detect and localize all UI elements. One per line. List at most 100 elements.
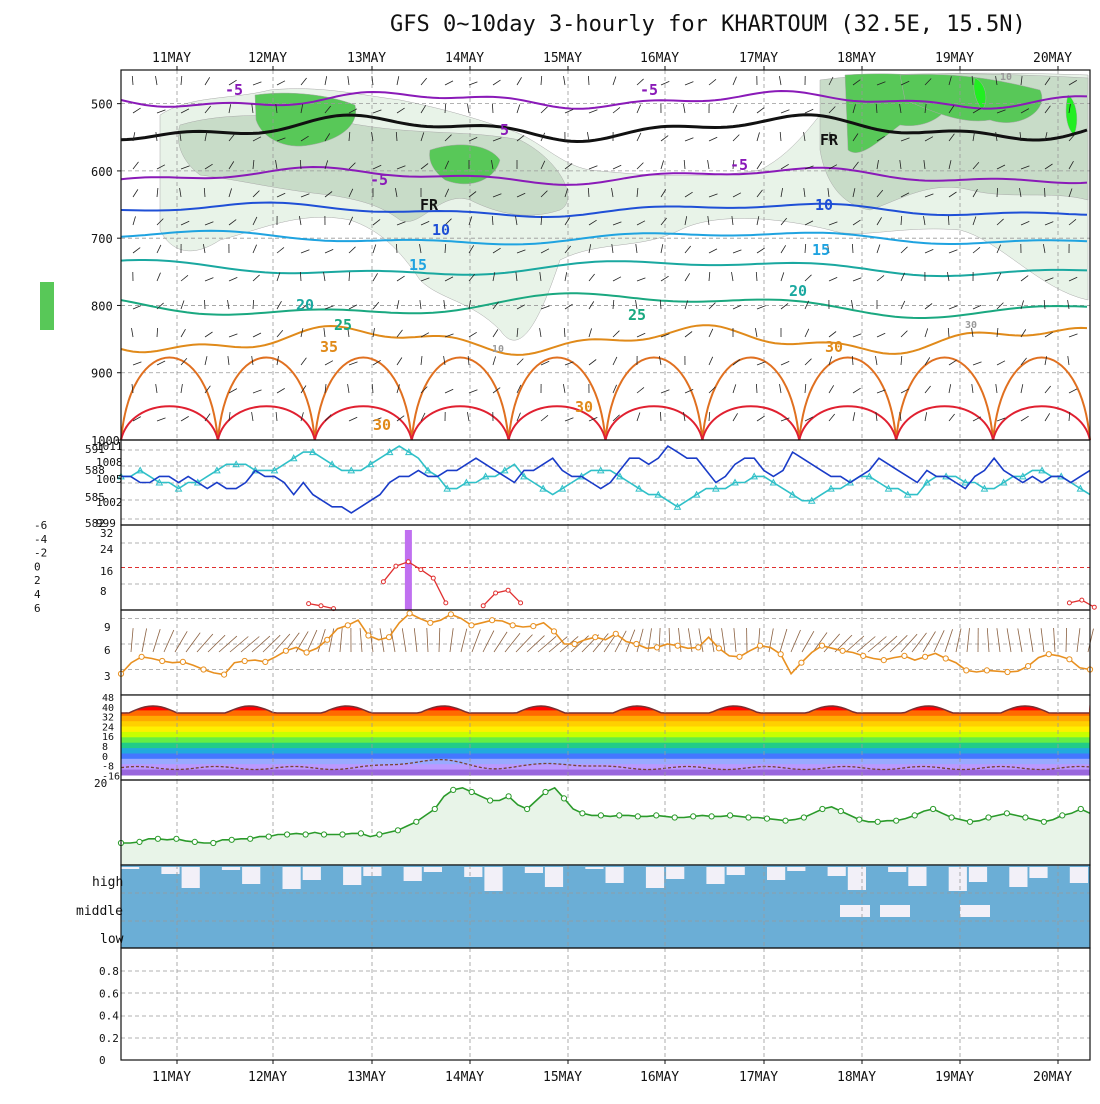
top-date-label: 20MAY xyxy=(1033,51,1072,66)
wind-tick-label: 9 xyxy=(104,621,111,634)
wind-barb xyxy=(589,110,597,113)
cloud-high-gap xyxy=(1070,867,1088,883)
wind-barb xyxy=(829,414,835,421)
li-point xyxy=(506,588,510,592)
rh-2m-point xyxy=(1060,813,1065,818)
wind-barb xyxy=(997,273,1001,281)
cape-tick-label: 16 xyxy=(100,565,113,578)
temperature-isotherm xyxy=(121,325,1087,355)
contour-label: 35 xyxy=(320,338,338,356)
contour-label: FR xyxy=(820,131,839,149)
wind-speed-point xyxy=(696,645,701,650)
cloud-high-gap xyxy=(666,867,684,879)
wind-barb xyxy=(253,390,262,393)
wind-barb xyxy=(732,272,734,281)
precip-tick-label: 0.4 xyxy=(99,1010,119,1023)
wind-barb xyxy=(613,107,620,113)
wind-barb xyxy=(791,630,801,652)
wind-barb xyxy=(133,189,138,197)
wind-barb xyxy=(397,276,405,281)
wind-barb xyxy=(780,384,782,393)
wind-barb xyxy=(781,110,789,113)
contour-label: 25 xyxy=(334,316,352,334)
li-point xyxy=(307,602,311,606)
rh-2m-point xyxy=(525,806,530,811)
wind-barb xyxy=(709,357,713,365)
wind-speed-point xyxy=(201,667,206,672)
wind-barb xyxy=(802,631,814,652)
bottom-date-label: 15MAY xyxy=(543,1070,582,1085)
wind-barb xyxy=(372,384,373,393)
cloud-level-label: middle xyxy=(76,904,123,919)
precip-frame xyxy=(121,948,1090,1060)
li-tick-label: 6 xyxy=(34,602,41,615)
cloud-high-gap xyxy=(787,867,805,871)
temperature-band xyxy=(121,754,1090,760)
rh-2m-point xyxy=(949,815,954,820)
rh-2m-point xyxy=(192,839,197,844)
rh-panel: 20 xyxy=(94,777,1090,865)
wind-barb xyxy=(852,244,853,253)
wind-barb xyxy=(781,361,789,365)
wind-barb xyxy=(709,272,710,281)
wind-barb xyxy=(589,274,595,281)
wind-barb xyxy=(613,77,616,86)
wind-barb xyxy=(1066,628,1067,652)
wind-barb xyxy=(157,273,161,281)
rh-2m-point xyxy=(875,819,880,824)
bottom-date-label: 16MAY xyxy=(640,1070,679,1085)
wind-barb xyxy=(469,390,477,393)
wind-barb xyxy=(445,81,453,85)
wind-barb xyxy=(494,632,507,652)
wind-barb xyxy=(949,306,957,309)
wind-speed-point xyxy=(654,645,659,650)
wind-barb xyxy=(613,357,617,365)
wind-barb xyxy=(483,631,494,652)
wind-barb xyxy=(949,360,957,365)
rh-2m-point xyxy=(266,834,271,839)
wind-barb xyxy=(325,361,333,365)
cloud-high-gap xyxy=(585,867,603,869)
wind-barb xyxy=(133,108,141,113)
wind-barb xyxy=(781,272,784,281)
cape-tick-label: 8 xyxy=(100,585,107,598)
wind-barb xyxy=(229,334,237,337)
wind-speed-point xyxy=(407,611,412,616)
wind-panel: 963 xyxy=(104,610,1094,695)
pressure-tick-label: 600 xyxy=(91,165,113,179)
li-tick-label: -6 xyxy=(34,519,47,532)
wind-barb xyxy=(325,415,331,422)
wind-barb xyxy=(373,328,375,337)
wind-speed-point xyxy=(160,658,165,663)
cloud-high-gap xyxy=(283,867,301,889)
wind-barb xyxy=(132,328,134,337)
wind-barb xyxy=(877,275,884,281)
wind-barb xyxy=(397,330,403,337)
li-point xyxy=(519,601,523,605)
wind-barb xyxy=(757,416,765,421)
contour-label: -5 xyxy=(730,156,748,174)
precip-tick-label: 0.2 xyxy=(99,1032,119,1045)
li-line xyxy=(383,562,445,603)
wind-barb xyxy=(133,248,140,253)
wind-barb xyxy=(589,328,592,337)
slp-tick-label: 1005 xyxy=(96,473,123,486)
rh-2m-point xyxy=(912,813,917,818)
wind-barb xyxy=(901,634,917,652)
li-point xyxy=(319,604,323,608)
wind-barb xyxy=(805,109,813,113)
wind-barb xyxy=(439,628,440,652)
wind-barb xyxy=(997,361,1005,365)
cloud-high-gap xyxy=(767,867,785,880)
wind-barb xyxy=(397,76,399,85)
wind-speed-point xyxy=(840,648,845,653)
wind-barb xyxy=(669,628,670,652)
wind-barb xyxy=(733,250,741,253)
wind-barb xyxy=(1007,628,1011,652)
precip-tick-label: 0 xyxy=(99,1054,106,1067)
